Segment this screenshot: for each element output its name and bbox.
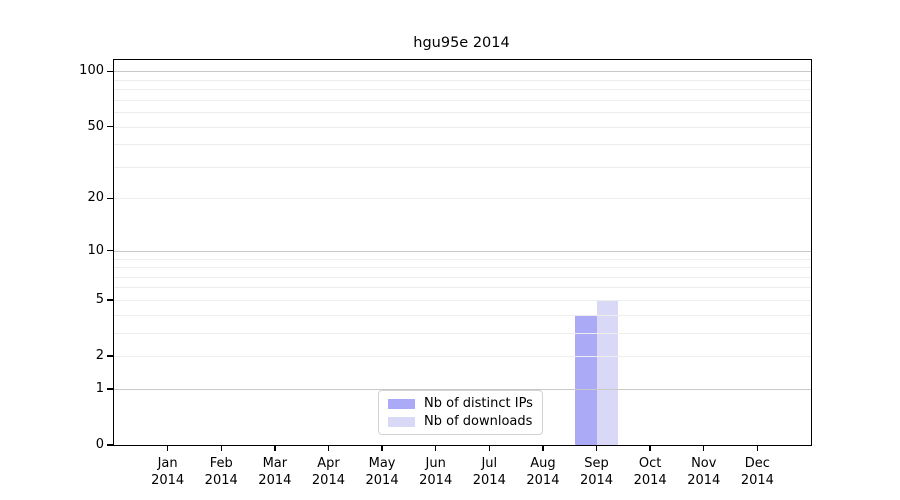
y-tick-mark [107, 197, 113, 200]
x-tick-mark [595, 445, 598, 451]
gridline-minor [114, 314, 811, 316]
gridline-minor [114, 258, 811, 260]
x-tick-mark [756, 445, 759, 451]
bar-nb-of-distinct-ips-sep [575, 314, 597, 445]
gridline-minor [114, 198, 811, 200]
x-tick-label-jun: Jun 2014 [419, 456, 453, 488]
y-tick-mark [107, 250, 113, 252]
gridline-minor [114, 166, 811, 168]
gridline-minor [114, 332, 811, 334]
y-tick-label: 20 [87, 190, 104, 206]
x-tick-mark [703, 445, 705, 451]
y-tick-label: 50 [87, 118, 104, 134]
y-tick-mark [107, 444, 113, 446]
x-tick-label-mar: Mar 2014 [258, 456, 292, 488]
x-tick-label-may: May 2014 [365, 456, 399, 488]
gridline-minor [114, 299, 811, 301]
x-tick-label-dec: Dec 2014 [740, 456, 774, 488]
gridline-minor [114, 276, 811, 278]
legend-row-distinct-ips: Nb of distinct IPs [388, 396, 533, 411]
y-tick-mark [107, 388, 113, 390]
gridline-minor [114, 126, 811, 128]
y-tick-mark [107, 125, 113, 128]
legend-swatch-downloads [388, 416, 415, 427]
bar-nb-of-downloads-sep [596, 299, 618, 445]
gridline-major [114, 388, 811, 390]
x-tick-label-sep: Sep 2014 [579, 456, 614, 488]
gridline-minor [114, 356, 811, 358]
x-tick-mark [381, 445, 383, 451]
x-tick-mark [274, 445, 276, 451]
legend-label-distinct-ips: Nb of distinct IPs [424, 396, 533, 411]
y-tick-label: 1 [95, 380, 104, 396]
plot-area: 0 1 2 5 10 20 50 100 Jan 2014 Feb 2014 Mar 2014 Apr… [79, 59, 812, 488]
gridline-minor [114, 79, 811, 81]
gridline-minor [114, 287, 811, 289]
y-tick-mark [107, 299, 113, 301]
x-tick-label-aug: Aug 2014 [526, 456, 560, 488]
gridline-minor [114, 144, 811, 146]
y-tick-label: 10 [87, 242, 104, 258]
x-tick-label-apr: Apr 2014 [311, 456, 345, 488]
y-tick-label: 2 [95, 348, 104, 364]
gridline-major [114, 71, 811, 73]
y-tick-mark [107, 70, 113, 72]
x-tick-label-feb: Feb 2014 [204, 456, 238, 488]
y-tick-label: 100 [79, 63, 104, 79]
x-tick-label-oct: Oct 2014 [633, 456, 667, 488]
gridline-minor [114, 99, 811, 101]
x-tick-mark [166, 445, 169, 451]
legend-row-downloads: Nb of downloads [388, 414, 533, 429]
x-tick-label-jan: Jan 2014 [151, 456, 185, 488]
legend-label-downloads: Nb of downloads [424, 414, 533, 429]
legend: Nb of distinct IPs Nb of downloads [378, 390, 543, 435]
gridline-minor [114, 267, 811, 269]
y-tick-label: 0 [95, 437, 104, 452]
gridline-minor [114, 112, 811, 114]
gridline-major [114, 250, 811, 252]
legend-swatch-distinct-ips [388, 398, 415, 409]
x-tick-mark [649, 445, 651, 451]
y-tick-label: 5 [95, 291, 104, 307]
x-tick-label-jul: Jul 2014 [472, 456, 506, 488]
x-tick-mark [488, 445, 490, 451]
x-tick-mark [327, 445, 330, 451]
x-tick-mark [542, 445, 544, 451]
chart-title: hgu95e 2014 [413, 35, 510, 51]
x-tick-label-nov: Nov 2014 [687, 456, 721, 488]
gridline-minor [114, 89, 811, 91]
y-tick-mark [107, 355, 113, 357]
x-tick-mark [434, 445, 437, 451]
x-tick-mark [220, 445, 222, 451]
